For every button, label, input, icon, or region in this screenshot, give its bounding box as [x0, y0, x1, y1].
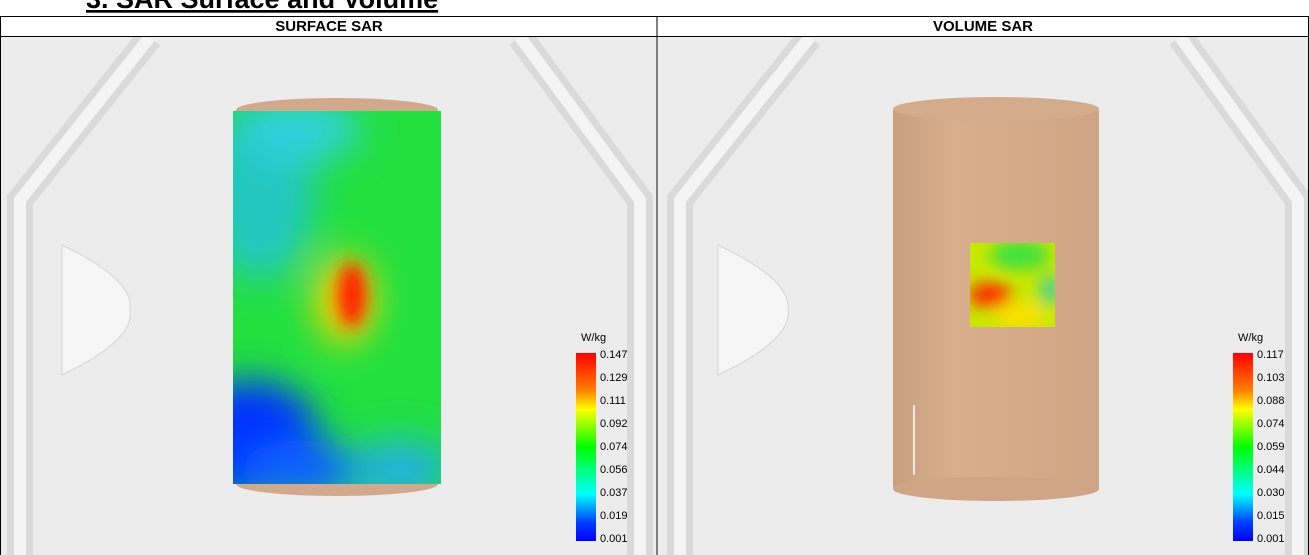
- colorbar-unit: W/kg: [581, 332, 606, 344]
- colorbar-label: 0.129: [600, 372, 628, 384]
- colorbar-label: 0.044: [1257, 464, 1285, 476]
- colorbar-label: 0.111: [600, 395, 626, 407]
- colorbar-label: 0.015: [1257, 510, 1285, 522]
- column-header: VOLUME SAR: [933, 18, 1033, 35]
- colorbar-label: 0.074: [600, 441, 628, 453]
- colorbar-label: 0.001: [1257, 533, 1285, 545]
- heading: 3. SAR Surface and Volume: [86, 0, 438, 14]
- colorbar-label: 0.037: [600, 487, 628, 499]
- colorbar-unit: W/kg: [1238, 332, 1263, 344]
- colorbar-label: 0.030: [1257, 487, 1285, 499]
- colorbar-label: 0.088: [1257, 395, 1285, 407]
- colorbar-label: 0.117: [1257, 349, 1284, 361]
- colorbar-label: 0.147: [600, 349, 628, 361]
- colorbar-label: 0.074: [1257, 418, 1285, 430]
- colorbar-label: 0.056: [600, 464, 628, 476]
- colorbar-label: 0.019: [600, 510, 628, 522]
- volume-sar-image: [658, 37, 1308, 555]
- colorbar-label: 0.103: [1257, 372, 1285, 384]
- colorbar-label: 0.001: [600, 533, 628, 545]
- colorbar-label: 0.092: [600, 418, 628, 430]
- colorbar-label: 0.059: [1257, 441, 1285, 453]
- surface-sar-image: [1, 37, 656, 555]
- column-header: SURFACE SAR: [275, 18, 383, 35]
